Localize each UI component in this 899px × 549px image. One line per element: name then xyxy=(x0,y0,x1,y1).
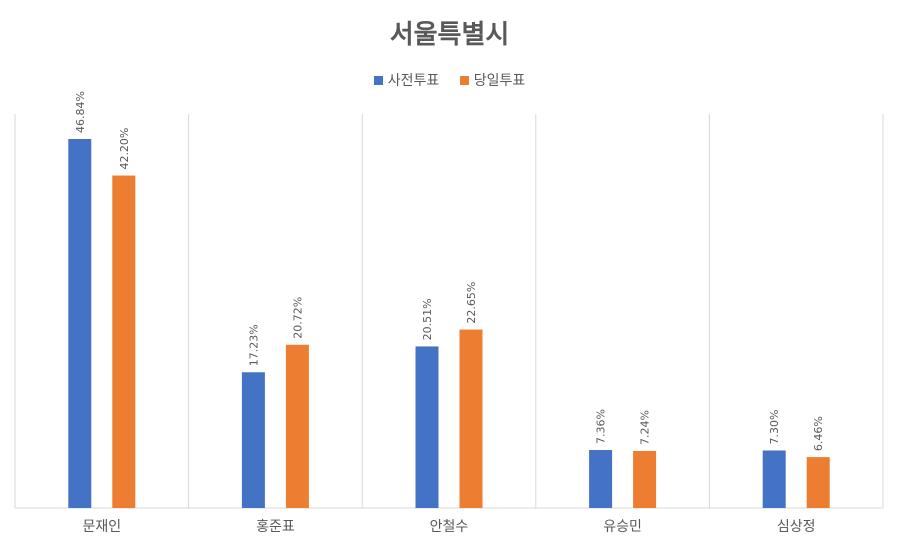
bar xyxy=(68,139,92,508)
bar xyxy=(589,450,613,508)
legend-swatch-series-2 xyxy=(459,75,469,85)
data-label: 17.23% xyxy=(247,324,260,366)
data-label: 20.72% xyxy=(291,297,304,339)
bar xyxy=(633,450,657,508)
data-label: 7.24% xyxy=(639,410,652,445)
data-label: 6.46% xyxy=(812,416,825,451)
legend-item-series-2: 당일투표 xyxy=(459,70,526,90)
data-label: 42.20% xyxy=(118,128,131,170)
x-tick-label: 안철수 xyxy=(430,519,469,535)
legend-swatch-series-1 xyxy=(373,75,383,85)
data-label: 20.51% xyxy=(421,298,434,340)
x-tick-label: 문재인 xyxy=(82,519,121,535)
bar xyxy=(806,457,830,508)
legend: 사전투표 당일투표 xyxy=(0,70,899,90)
x-tick-label: 홍준표 xyxy=(256,519,295,535)
bar xyxy=(285,344,309,508)
bar xyxy=(415,346,439,508)
bar xyxy=(459,329,483,508)
bar xyxy=(241,372,265,508)
legend-item-series-1: 사전투표 xyxy=(373,70,440,90)
bar xyxy=(762,450,786,508)
chart-title: 서울특별시 xyxy=(389,20,510,50)
legend-label-series-1: 사전투표 xyxy=(387,73,440,89)
bar xyxy=(112,175,136,508)
data-label: 22.65% xyxy=(465,282,478,324)
x-tick-label: 유승민 xyxy=(603,519,642,535)
x-tick-label: 심상정 xyxy=(777,519,816,535)
data-label: 7.36% xyxy=(595,409,608,444)
legend-label-series-2: 당일투표 xyxy=(473,73,526,89)
data-label: 46.84% xyxy=(74,91,87,133)
data-label: 7.30% xyxy=(768,410,781,445)
